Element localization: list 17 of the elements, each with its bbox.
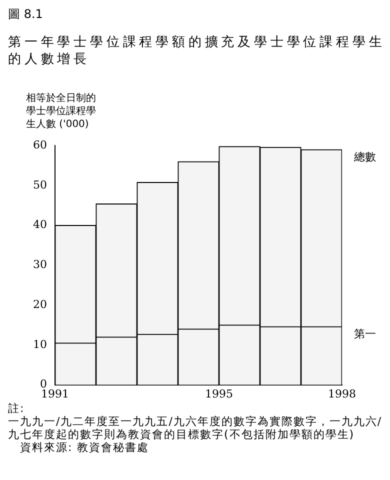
y-tick-label: 30 bbox=[32, 258, 47, 272]
y-tick-label: 20 bbox=[32, 298, 47, 311]
series-label: 總數 bbox=[353, 150, 376, 164]
y-tick-label: 40 bbox=[32, 218, 47, 232]
x-tick-label: 1991 bbox=[40, 387, 69, 400]
y-tick-label: 60 bbox=[32, 138, 47, 152]
x-tick-label: 1995 bbox=[205, 387, 233, 400]
y-tick-label: 10 bbox=[32, 338, 47, 351]
y-tick-label: 50 bbox=[32, 178, 47, 192]
source-note: 資料來源: 教資會秘書處 bbox=[20, 441, 150, 454]
chart-title: 圖 8.1 bbox=[8, 6, 43, 23]
text: 註: bbox=[8, 402, 26, 415]
text: 一九九一/九二年度至一九九五/九六年度的數字為實際數字，一九九六/九七年度起的數字則為教資會的目標數字(不包括附加學額的學生) bbox=[8, 415, 384, 441]
x-tick-label: 1998 bbox=[328, 387, 356, 400]
chart-subtitle: 第一年學士學位課程學額的擴充及學士學位課程學生的人數增長 bbox=[8, 34, 386, 68]
series-label: 第一 bbox=[354, 327, 376, 340]
y-axis-title: 相等於全日制的學士學位課程學生人數 ('000) bbox=[26, 92, 97, 131]
